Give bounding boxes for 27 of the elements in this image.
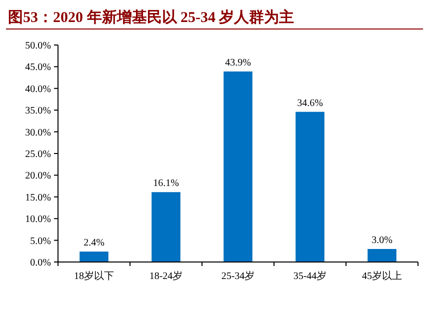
x-tick-label: 18岁以下 [74,270,114,282]
y-tick-label: 45.0% [25,62,51,74]
bar [368,248,396,262]
y-tick-label: 5.0% [30,236,51,247]
data-label: 34.6% [297,98,323,109]
y-tick-label: 15.0% [25,192,51,204]
y-tick-label: 25.0% [25,149,51,160]
data-label: 43.9% [225,57,251,68]
y-tick-label: 50.0% [25,40,51,52]
bar [152,192,180,262]
data-label: 3.0% [372,234,392,246]
y-tick-label: 30.0% [25,127,51,138]
bar [80,252,108,262]
y-tick-label: 0.0% [30,258,51,268]
bar [224,71,252,262]
y-tick-label: 10.0% [25,214,51,226]
x-tick-label: 35-44岁 [293,270,327,282]
bar [296,112,324,262]
chart-title: 图53：2020 年新增基民以 25-34 岁人群为主 [8,8,294,26]
x-tick-label: 45岁以上 [362,270,402,282]
x-tick-label: 25-34岁 [221,270,255,282]
y-tick-label: 20.0% [25,170,51,182]
x-tick-label: 18-24岁 [149,270,183,282]
data-label: 2.4% [84,238,104,249]
data-label: 16.1% [153,178,179,190]
y-tick-label: 40.0% [25,84,51,95]
y-tick-label: 35.0% [25,106,51,117]
